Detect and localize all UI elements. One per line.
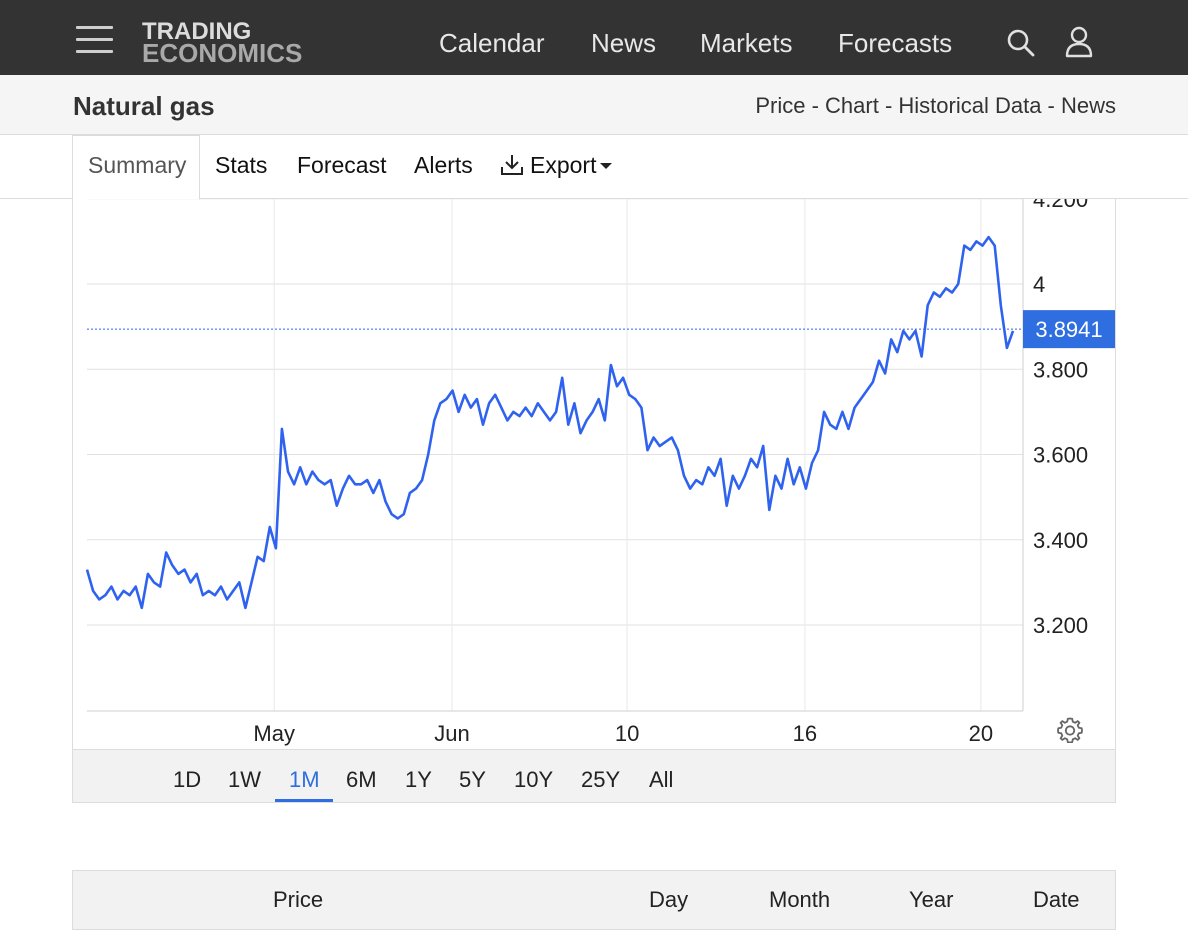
x-tick-label: Jun [434, 721, 469, 746]
x-tick-label: May [253, 721, 295, 746]
x-tick-label: 10 [615, 721, 639, 746]
nav-link-markets[interactable]: Markets [700, 28, 793, 58]
page-title: Natural gas [73, 91, 215, 121]
range-button-5y[interactable]: 5Y [459, 767, 486, 792]
chart-panel: 3.200 3.400 3.600 3.800 4 4.200 May Jun 10 16 20 3.… [72, 199, 1116, 803]
last-value-badge [1023, 310, 1115, 349]
y-tick-label: 3.400 [1033, 528, 1088, 553]
top-navbar: TRADING ECONOMICS Calendar News Markets … [0, 0, 1188, 75]
tab-stats[interactable]: Stats [215, 152, 268, 178]
range-selector-bar: 1D 1W 1M 6M 1Y 5Y 10Y 25Y All [73, 749, 1115, 802]
range-button-10y[interactable]: 10Y [514, 767, 554, 792]
range-button-25y[interactable]: 25Y [581, 767, 621, 792]
price-table-header: Price Day Month Year Date [72, 870, 1116, 930]
page-subheader: Natural gas Price - Chart - Historical D… [0, 75, 1188, 135]
nav-link-calendar[interactable]: Calendar [439, 28, 545, 58]
tab-summary[interactable]: Summary [88, 152, 187, 178]
y-tick-label: 3.800 [1033, 357, 1088, 382]
active-tab-frame [72, 135, 200, 200]
column-header-date: Date [1033, 887, 1080, 912]
range-button-1d[interactable]: 1D [173, 767, 202, 792]
nav-link-forecasts[interactable]: Forecasts [838, 28, 953, 58]
gear-icon[interactable] [1057, 717, 1083, 743]
hamburger-menu-icon[interactable] [76, 26, 113, 54]
export-label: Export [530, 152, 597, 178]
column-header-day: Day [649, 887, 689, 912]
range-button-6m[interactable]: 6M [346, 767, 377, 792]
logo-line-1: TRADING [142, 18, 252, 45]
y-tick-label: 4 [1033, 272, 1045, 297]
trading-economics-logo[interactable]: TRADING ECONOMICS [142, 18, 322, 68]
tab-export[interactable]: Export [500, 152, 613, 179]
x-tick-label: 20 [969, 721, 993, 746]
tab-alerts[interactable]: Alerts [414, 152, 473, 178]
y-tick-label: 3.200 [1033, 613, 1088, 638]
range-button-1y[interactable]: 1Y [405, 767, 432, 792]
chevron-down-icon [600, 163, 613, 169]
user-account-icon[interactable] [1064, 26, 1094, 58]
range-button-1m[interactable]: 1M [289, 767, 320, 792]
range-button-1w[interactable]: 1W [228, 767, 261, 792]
active-range-indicator [275, 799, 333, 802]
column-header-price: Price [273, 887, 324, 912]
last-value-label: 3.8941 [1035, 317, 1102, 342]
column-header-month: Month [769, 887, 831, 912]
price-chart[interactable]: 3.200 3.400 3.600 3.800 4 4.200 May Jun 10 16 20 3.… [73, 199, 1115, 749]
y-tick-label: 3.600 [1033, 443, 1088, 468]
nav-link-news[interactable]: News [591, 28, 657, 58]
price-series-line [85, 235, 1015, 610]
y-tick-label: 4.200 [1033, 199, 1088, 212]
range-button-all[interactable]: All [649, 767, 674, 792]
subheader-links[interactable]: Price - Chart - Historical Data - News [755, 93, 1116, 118]
download-icon [501, 155, 523, 175]
column-header-year: Year [909, 887, 954, 912]
logo-line-2: ECONOMICS [142, 38, 303, 68]
search-icon[interactable] [1006, 28, 1036, 58]
tab-forecast[interactable]: Forecast [297, 152, 387, 178]
x-tick-label: 16 [793, 721, 817, 746]
